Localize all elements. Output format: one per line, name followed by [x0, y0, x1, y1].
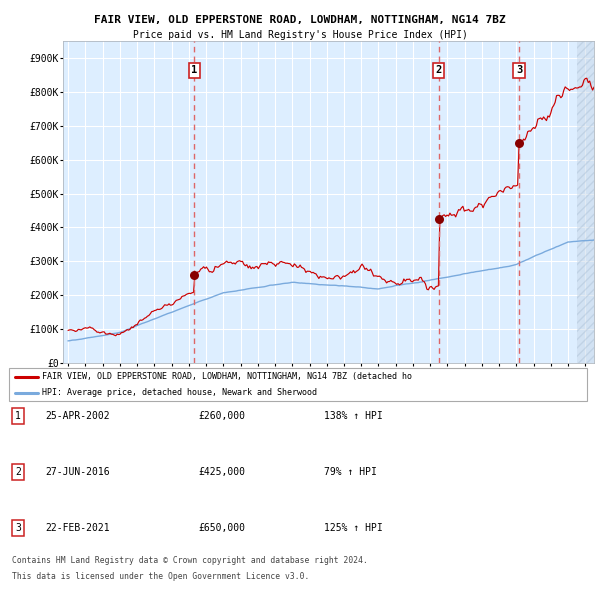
Text: 79% ↑ HPI: 79% ↑ HPI: [324, 467, 377, 477]
Text: £650,000: £650,000: [198, 523, 245, 533]
Text: 3: 3: [15, 523, 21, 533]
Text: Contains HM Land Registry data © Crown copyright and database right 2024.: Contains HM Land Registry data © Crown c…: [12, 556, 368, 565]
Text: This data is licensed under the Open Government Licence v3.0.: This data is licensed under the Open Gov…: [12, 572, 310, 581]
Text: 25-APR-2002: 25-APR-2002: [45, 411, 110, 421]
Text: FAIR VIEW, OLD EPPERSTONE ROAD, LOWDHAM, NOTTINGHAM, NG14 7BZ (detached ho: FAIR VIEW, OLD EPPERSTONE ROAD, LOWDHAM,…: [42, 372, 412, 381]
Text: £260,000: £260,000: [198, 411, 245, 421]
Text: 27-JUN-2016: 27-JUN-2016: [45, 467, 110, 477]
Text: 22-FEB-2021: 22-FEB-2021: [45, 523, 110, 533]
Text: 1: 1: [191, 65, 197, 76]
Text: FAIR VIEW, OLD EPPERSTONE ROAD, LOWDHAM, NOTTINGHAM, NG14 7BZ: FAIR VIEW, OLD EPPERSTONE ROAD, LOWDHAM,…: [94, 15, 506, 25]
Bar: [577, 41, 594, 363]
Text: Price paid vs. HM Land Registry's House Price Index (HPI): Price paid vs. HM Land Registry's House …: [133, 30, 467, 40]
FancyBboxPatch shape: [9, 368, 587, 401]
Text: 3: 3: [516, 65, 522, 76]
Text: £425,000: £425,000: [198, 467, 245, 477]
Text: 138% ↑ HPI: 138% ↑ HPI: [324, 411, 383, 421]
Text: 2: 2: [436, 65, 442, 76]
Text: 125% ↑ HPI: 125% ↑ HPI: [324, 523, 383, 533]
Text: 1: 1: [15, 411, 21, 421]
Text: HPI: Average price, detached house, Newark and Sherwood: HPI: Average price, detached house, Newa…: [42, 388, 317, 397]
Text: 2: 2: [15, 467, 21, 477]
